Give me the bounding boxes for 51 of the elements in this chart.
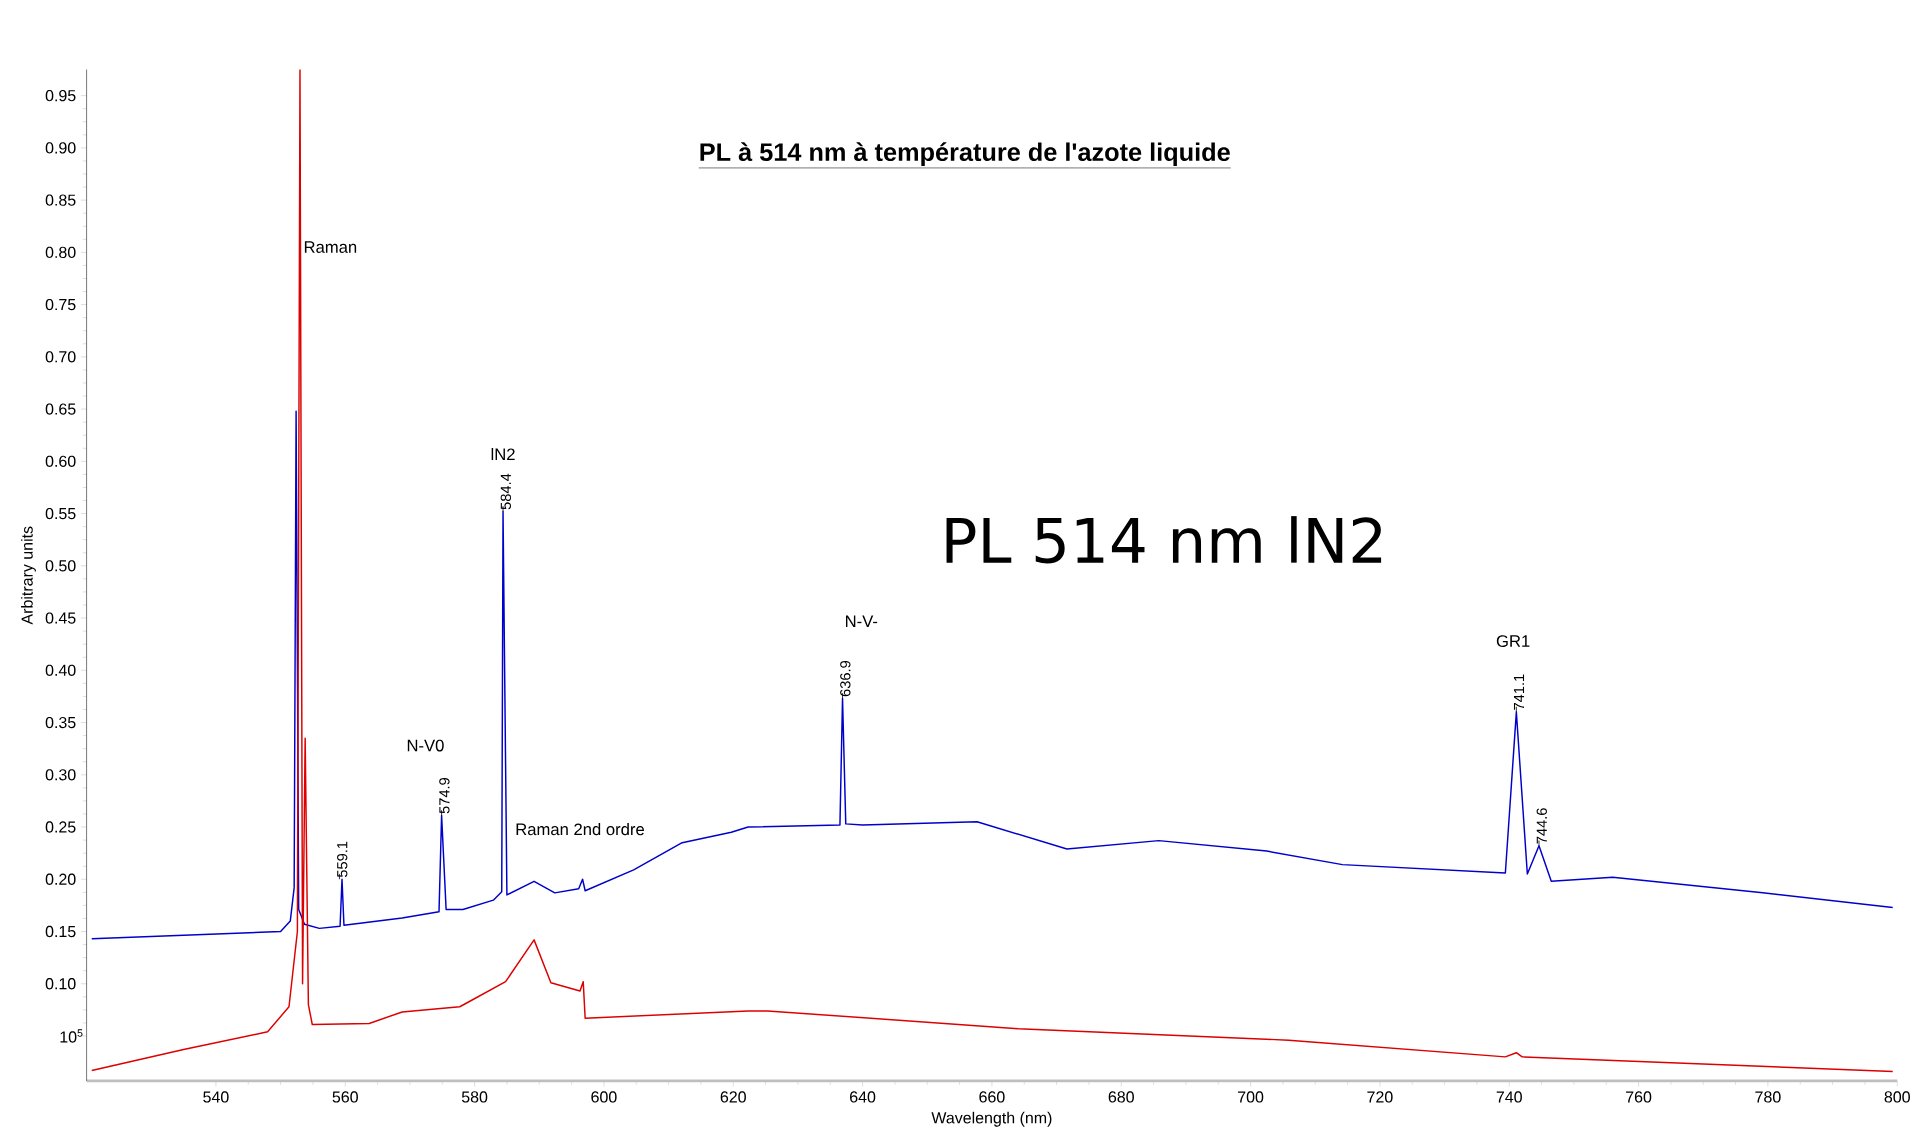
text: PL à 514 nm à température de l'azote liquide (700, 142, 1230, 167)
y-tick-label: 0.10 (45, 978, 76, 990)
x-tick-label: 720 (1367, 1091, 1393, 1103)
line-series (91, 410, 1894, 940)
y-tick-label: 0.40 (45, 664, 76, 677)
y-tick-label: 0.75 (45, 299, 76, 311)
y-tick-label: 0.20 (45, 873, 76, 886)
x-tick-label: 620 (720, 1091, 746, 1103)
y-tick-label: 0.25 (45, 821, 76, 833)
x-tick-label: 680 (1108, 1091, 1134, 1103)
annotation: 559.1 (337, 841, 348, 878)
y-tick-label: 0.70 (45, 351, 76, 363)
x-tick-label: 780 (1755, 1091, 1781, 1103)
annotation: 574.9 (439, 778, 450, 814)
text: 10$^{5}$ (60, 1029, 83, 1043)
annotation: GR1 (1496, 635, 1530, 648)
y-tick-label: 0.60 (45, 455, 76, 468)
annotation: 584.4 (500, 473, 512, 510)
y-tick-label: 0.95 (45, 90, 76, 102)
x-tick-label: 640 (850, 1091, 876, 1103)
y-tick-label: 0.45 (45, 612, 76, 624)
annotation: lN2 (491, 448, 515, 461)
y-tick-label: 0.30 (45, 769, 76, 781)
y-tick-label: 0.85 (45, 194, 76, 206)
x-tick-label: 660 (979, 1091, 1005, 1103)
x-axis-title: Wavelength (nm) (931, 1111, 1052, 1127)
x-tick-label: 580 (461, 1091, 488, 1103)
x-tick-label: 540 (203, 1091, 229, 1103)
annotation: N-V0 (407, 739, 444, 752)
x-tick-label: 700 (1238, 1091, 1264, 1103)
x-tick-label: 600 (591, 1091, 617, 1103)
x-tick-label: 760 (1626, 1091, 1652, 1103)
y-tick-label: 0.90 (45, 142, 76, 154)
annotation: PL 514 nm lN2 (946, 516, 1382, 564)
annotation: 741.1 (1513, 674, 1525, 710)
y-tick-label: 0.80 (45, 246, 76, 259)
annotation: N-V- (845, 615, 878, 628)
x-tick-label: 740 (1496, 1091, 1522, 1103)
y-tick-label: 0.50 (45, 560, 76, 572)
y-tick-label: 0.35 (45, 717, 76, 729)
y-axis-title: Arbitrary units (21, 526, 36, 625)
annotation: 636.9 (840, 661, 851, 697)
x-tick-label: 560 (332, 1091, 358, 1103)
annotation: Raman (304, 241, 357, 254)
y-tick-label: 0.15 (45, 926, 76, 938)
annotation: Raman 2nd ordre (516, 823, 644, 836)
y-tick-label: 0.65 (45, 403, 76, 415)
y-tick-label: 0.55 (45, 508, 76, 520)
line-series (91, 69, 1894, 1073)
annotation: 744.6 (1536, 808, 1547, 844)
x-tick-label: 800 (1884, 1091, 1910, 1103)
